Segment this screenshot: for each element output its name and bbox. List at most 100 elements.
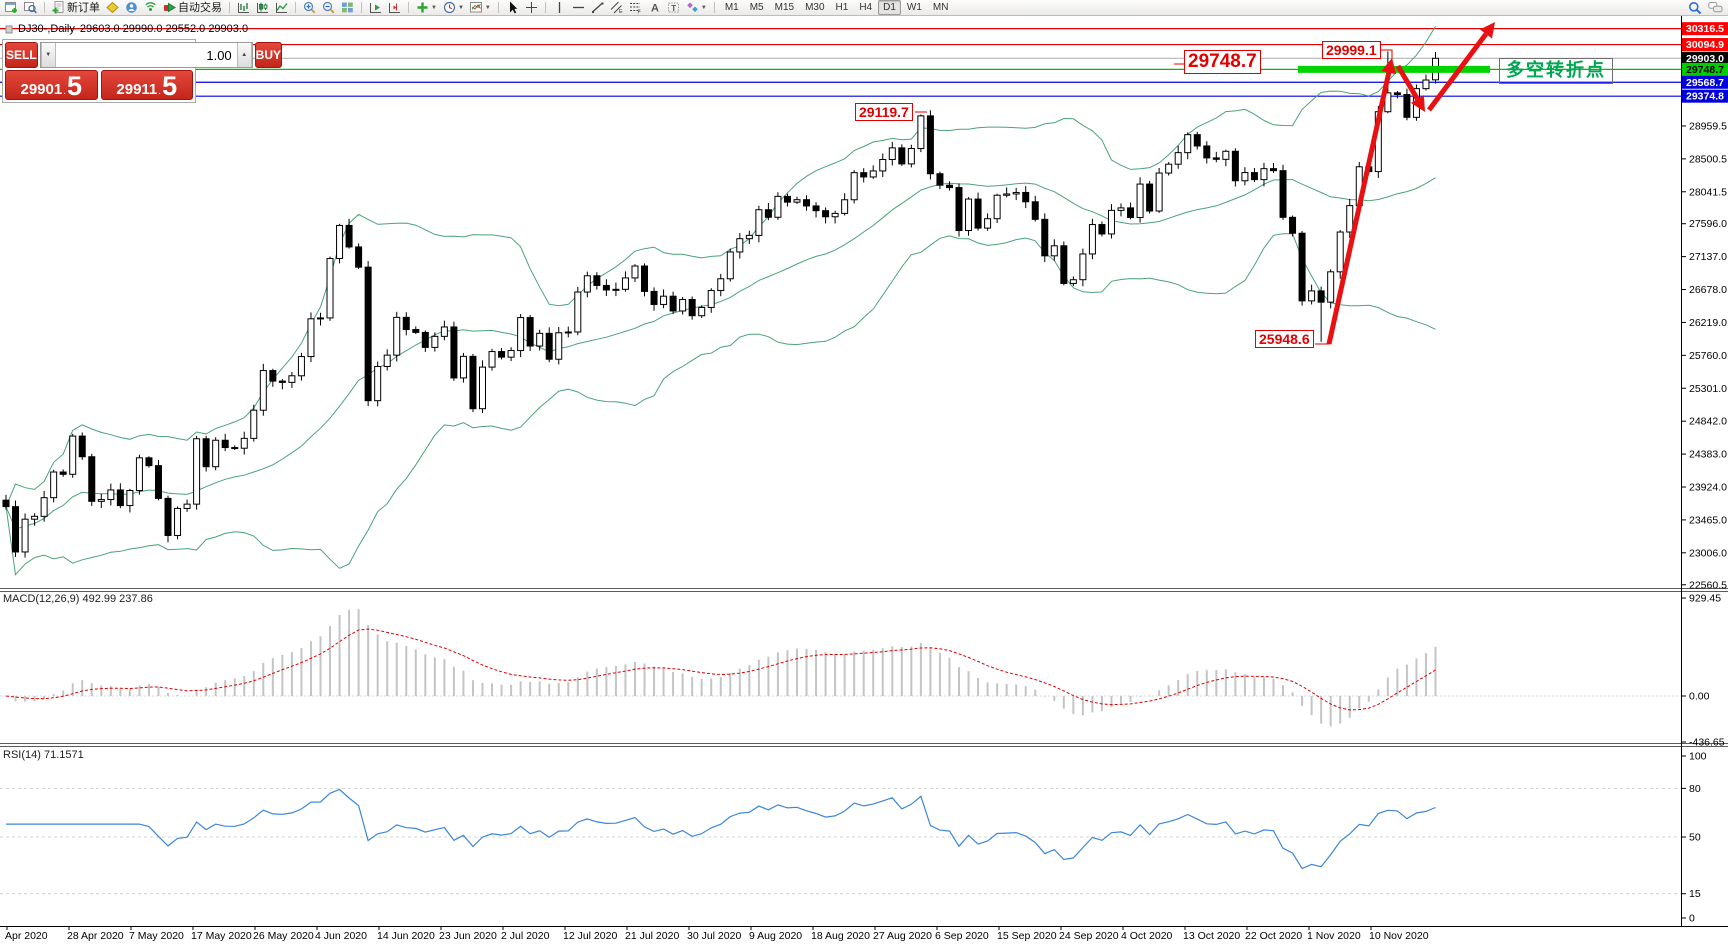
metaeditor-icon bbox=[106, 1, 119, 14]
svg-text:E: E bbox=[619, 9, 623, 14]
tile-windows-button[interactable] bbox=[339, 1, 356, 15]
signal-button[interactable] bbox=[142, 1, 159, 15]
toolbar-separator bbox=[544, 2, 546, 13]
toolbar-separator bbox=[44, 2, 45, 13]
chart-title: DJ30-,Daily 29603.0 29990.0 29552.0 2990… bbox=[5, 23, 248, 35]
zoom-out-button[interactable] bbox=[320, 1, 337, 15]
price-tick-label: 27596.0 bbox=[1689, 218, 1727, 230]
toolbar-separator bbox=[229, 2, 230, 13]
toolbar-separator bbox=[295, 2, 296, 13]
search-button[interactable] bbox=[1686, 1, 1704, 15]
buy-price[interactable]: 29911. 5 bbox=[100, 70, 193, 100]
timeframe-button-MN[interactable]: MN bbox=[932, 2, 949, 13]
price-tick-label: 23465.0 bbox=[1689, 514, 1727, 526]
timeframe-button-M1[interactable]: M1 bbox=[724, 2, 739, 13]
macd-axis[interactable]: 929.45 0.00 -436.65 bbox=[1682, 593, 1725, 749]
sell-button[interactable]: SELL bbox=[5, 42, 38, 68]
trend-arrows[interactable] bbox=[1326, 22, 1495, 345]
macd-signal-line bbox=[5, 628, 1436, 711]
svg-text:A: A bbox=[651, 3, 659, 15]
price-level-label: 29374.8 bbox=[1686, 91, 1724, 103]
time-axis[interactable]: Apr 2020 28 Apr 2020 7 May 2020 17 May 2020… bbox=[5, 927, 1429, 942]
timeframe-button-W1[interactable]: W1 bbox=[906, 2, 922, 13]
price-tick-label: 28959.5 bbox=[1689, 120, 1727, 132]
periods-button[interactable]: ▼ bbox=[441, 1, 466, 15]
arrows-tool-button[interactable]: ▼ bbox=[684, 1, 709, 15]
chart-shift-button[interactable] bbox=[386, 1, 403, 15]
date-tick-label: 4 Oct 2020 bbox=[1121, 930, 1173, 942]
new-chart-button[interactable] bbox=[3, 1, 20, 15]
price-callout-label[interactable]: 29748.7 bbox=[1184, 50, 1261, 74]
callout-leaders bbox=[915, 49, 1393, 345]
text-icon: A bbox=[651, 3, 659, 15]
auto-scroll-button[interactable] bbox=[367, 1, 384, 15]
crosshair-tool-button[interactable] bbox=[523, 1, 540, 15]
date-tick-label: 14 Jun 2020 bbox=[377, 930, 435, 942]
volume-input[interactable] bbox=[55, 43, 237, 67]
horizontal-line-tool-button[interactable] bbox=[570, 1, 587, 15]
text-tool-button[interactable]: A bbox=[646, 1, 663, 15]
price-callout-label[interactable]: 29999.1 bbox=[1322, 41, 1381, 60]
channel-tool-button[interactable]: E bbox=[608, 1, 625, 15]
new-order-button[interactable]: 新订单 bbox=[50, 1, 102, 15]
templates-button[interactable]: ▼ bbox=[468, 1, 493, 15]
dropdown-caret-icon: ▼ bbox=[484, 4, 491, 11]
price-level-label: 29568.7 bbox=[1686, 77, 1724, 89]
date-tick-label: 13 Oct 2020 bbox=[1183, 930, 1240, 942]
macd-indicator-label: MACD(12,26,9) 492.99 237.86 bbox=[3, 593, 153, 605]
horizontal-line-objects[interactable] bbox=[0, 28, 1681, 97]
indicator-level-lines bbox=[0, 695, 1681, 895]
rsi-axis[interactable]: 100 80 50 15 0 bbox=[1682, 751, 1707, 925]
arrow-objects-icon bbox=[687, 2, 698, 13]
vertical-line-tool-button[interactable] bbox=[551, 1, 568, 15]
price-callout-label[interactable]: 25948.6 bbox=[1255, 330, 1314, 349]
metaeditor-button[interactable] bbox=[104, 1, 121, 15]
date-tick-label: 27 Aug 2020 bbox=[873, 930, 932, 942]
auto-trading-icon bbox=[164, 2, 176, 13]
date-tick-label: 15 Sep 2020 bbox=[997, 930, 1057, 942]
candlestick-mode-button[interactable] bbox=[254, 1, 271, 15]
zoom-in-button[interactable] bbox=[301, 1, 318, 15]
cursor-tool-button[interactable] bbox=[504, 1, 521, 15]
fibonacci-tool-button[interactable]: F bbox=[627, 1, 644, 15]
volume-increase-button[interactable]: ▲ bbox=[236, 43, 252, 67]
dropdown-caret-icon: ▼ bbox=[700, 4, 707, 11]
note-box-turning-point[interactable]: 多空转折点 bbox=[1499, 58, 1613, 84]
chart-profiles-button[interactable] bbox=[22, 1, 39, 15]
date-tick-label: 18 Aug 2020 bbox=[811, 930, 870, 942]
date-tick-label: 17 May 2020 bbox=[191, 930, 252, 942]
volume-decrease-button[interactable]: ▼ bbox=[40, 43, 56, 67]
rsi-line bbox=[6, 788, 1436, 870]
price-callout-label[interactable]: 29119.7 bbox=[855, 103, 913, 122]
bollinger-bands bbox=[5, 25, 1436, 576]
timeframe-button-M15[interactable]: M15 bbox=[774, 2, 795, 13]
trendline-icon bbox=[591, 2, 604, 13]
timeframe-button-D1[interactable]: D1 bbox=[878, 0, 901, 15]
label-icon: T bbox=[667, 2, 679, 13]
timeframe-button-M5[interactable]: M5 bbox=[749, 2, 764, 13]
equidistant-channel-icon: E bbox=[610, 1, 623, 14]
price-tick-label: 25301.0 bbox=[1689, 383, 1727, 395]
bar-chart-mode-button[interactable] bbox=[235, 1, 252, 15]
buy-button[interactable]: BUY bbox=[254, 42, 283, 68]
line-chart-mode-button[interactable] bbox=[273, 1, 290, 15]
chart-title-icon bbox=[5, 25, 13, 33]
price-axis[interactable]: 28959.5 28500.5 28041.5 27596.0 27137.0 26678… bbox=[1682, 22, 1728, 591]
trendline-tool-button[interactable] bbox=[589, 1, 606, 15]
label-tool-button[interactable]: T bbox=[665, 1, 682, 15]
dropdown-caret-icon: ▼ bbox=[457, 4, 464, 11]
timeframe-button-H4[interactable]: H4 bbox=[859, 2, 873, 13]
price-level-label: 30316.5 bbox=[1686, 23, 1724, 35]
candlestick-icon bbox=[257, 2, 268, 13]
timeframe-button-H1[interactable]: H1 bbox=[835, 2, 849, 13]
date-tick-label: 28 Apr 2020 bbox=[67, 930, 124, 942]
publisher-button[interactable] bbox=[123, 1, 140, 15]
sell-price[interactable]: 29901. 5 bbox=[5, 70, 98, 100]
chat-button[interactable] bbox=[1706, 1, 1725, 15]
indicators-button[interactable]: ▼ bbox=[414, 1, 439, 15]
auto-trading-button[interactable]: 自动交易 bbox=[161, 1, 224, 15]
bar-chart-icon bbox=[238, 3, 249, 13]
timeframe-button-M30[interactable]: M30 bbox=[805, 2, 825, 13]
price-tick-label: 24842.0 bbox=[1689, 416, 1727, 428]
